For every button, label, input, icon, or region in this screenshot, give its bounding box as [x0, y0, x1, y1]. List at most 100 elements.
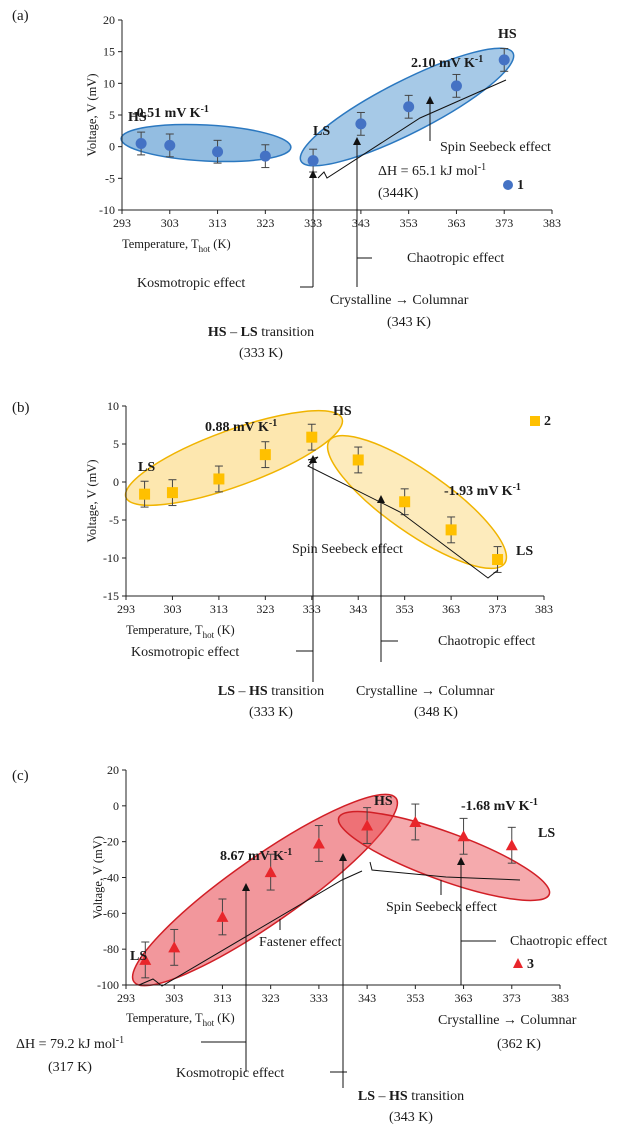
y-axis-title: Voltage, V (mV) [85, 74, 99, 157]
y-tick-label: -80 [103, 942, 119, 956]
crystalline-temp: (362 K) [497, 1037, 541, 1052]
data-point [492, 554, 504, 566]
data-point [259, 150, 271, 162]
kosmotropic-label: Kosmotropic effect [176, 1066, 284, 1081]
kosmotropic-arrow-arrowhead [309, 455, 317, 463]
data-point [399, 496, 411, 508]
data-point [259, 449, 271, 461]
kosmotropic-label: Kosmotropic effect [137, 276, 245, 291]
transition-point-label: HS [333, 404, 352, 419]
x-tick-label: 313 [209, 216, 227, 230]
x-tick-label: 363 [442, 602, 460, 616]
y-tick-label: -100 [97, 978, 119, 992]
data-point [212, 146, 224, 158]
x-tick-label: 373 [503, 991, 521, 1005]
legend-marker [503, 180, 513, 190]
region-ellipse [326, 434, 508, 570]
crystalline-temp: (348 K) [414, 705, 458, 720]
slope-label: 2.10 mV K-1 [411, 54, 483, 71]
chaotropic-label: Chaotropic effect [407, 251, 504, 266]
legend-marker [513, 958, 523, 968]
legend-marker [530, 416, 540, 426]
x-tick-label: 323 [256, 216, 274, 230]
y-tick-label: -20 [103, 835, 119, 849]
y-axis-title: Voltage, V (mV) [91, 836, 105, 919]
x-tick-label: 383 [535, 602, 553, 616]
x-tick-label: 303 [161, 216, 179, 230]
x-tick-label: 303 [165, 991, 183, 1005]
panel-label: (c) [12, 768, 29, 784]
data-point [445, 524, 457, 536]
spin-seebeck-label: Spin Seebeck effect [386, 900, 497, 915]
spin-seebeck-label: Spin Seebeck effect [440, 140, 551, 155]
y-tick-label: 0 [109, 140, 115, 154]
crystalline-label: Crystalline → Columnar [330, 293, 469, 308]
region-ellipse [337, 810, 551, 902]
data-point [312, 837, 325, 849]
crystalline-label: Crystalline → Columnar [438, 1013, 577, 1028]
delta-h-label: ΔH = 79.2 kJ mol-1 [16, 1035, 124, 1052]
region-ellipse [120, 123, 292, 163]
y-tick-label: 0 [113, 475, 119, 489]
data-point [168, 941, 181, 953]
data-point [450, 80, 462, 92]
data-point [213, 473, 225, 485]
x-axis-title: Temperature, Thot (K) [126, 1011, 235, 1028]
y-tick-label: 20 [107, 763, 119, 777]
region-endpoint-label: HS [128, 110, 147, 125]
x-tick-label: 313 [213, 991, 231, 1005]
panel-label: (a) [12, 8, 29, 24]
delta-h-temp: (317 K) [48, 1060, 92, 1075]
brace-left [138, 870, 363, 987]
x-axis-title: Temperature, Thot (K) [122, 237, 231, 254]
x-tick-label: 313 [210, 602, 228, 616]
x-tick-label: 343 [358, 991, 376, 1005]
y-tick-label: -5 [109, 513, 119, 527]
panel-label: (b) [12, 400, 30, 416]
data-point [505, 839, 518, 851]
data-point [306, 431, 318, 443]
chaotropic-arrow-arrowhead [457, 857, 465, 865]
region-endpoint-label: LS [138, 460, 155, 475]
x-tick-label: 343 [349, 602, 367, 616]
slope-label: 0.88 mV K-1 [205, 418, 277, 435]
legend-label: 1 [517, 178, 524, 193]
y-tick-label: 0 [113, 799, 119, 813]
data-point [352, 454, 364, 466]
y-tick-label: -40 [103, 871, 119, 885]
data-point [264, 866, 277, 878]
slope-label: -1.93 mV K-1 [444, 482, 521, 499]
panel-b: (b) -15 -10 -5 0 5 10 293 303 313 323 333 343 353 363 3… [12, 399, 553, 720]
y-tick-label: -10 [99, 203, 115, 217]
transition-arrow-arrowhead [339, 853, 347, 861]
kosmotropic-arrow-arrowhead [242, 883, 250, 891]
x-tick-label: 343 [352, 216, 370, 230]
data-point [403, 101, 415, 113]
x-tick-label: 373 [489, 602, 507, 616]
chaotropic-arrow-arrowhead [353, 137, 361, 145]
chaotropic-label: Chaotropic effect [438, 634, 535, 649]
x-tick-label: 333 [310, 991, 328, 1005]
fastener-label: Fastener effect [259, 935, 342, 950]
delta-h-label: ΔH = 65.1 kJ mol-1 [378, 162, 486, 179]
data-point [139, 953, 152, 965]
transition-temp: (343 K) [389, 1110, 433, 1125]
data-point [361, 819, 374, 831]
data-point [166, 487, 178, 499]
kosmotropic-label: Kosmotropic effect [131, 645, 239, 660]
data-point [307, 155, 319, 167]
slope-label: -0.51 mV K-1 [132, 104, 209, 121]
y-tick-label: 10 [107, 399, 119, 413]
spin-seebeck-arrow-arrowhead [426, 96, 434, 104]
x-tick-label: 383 [543, 216, 561, 230]
y-tick-label: -60 [103, 906, 119, 920]
y-tick-label: -15 [103, 589, 119, 603]
transition-label: LS – HS transition [218, 684, 324, 699]
x-tick-label: 323 [256, 602, 274, 616]
x-tick-label: 293 [117, 602, 135, 616]
data-point [409, 815, 422, 827]
brace [317, 79, 507, 179]
transition-label: HS – LS transition [208, 325, 314, 340]
